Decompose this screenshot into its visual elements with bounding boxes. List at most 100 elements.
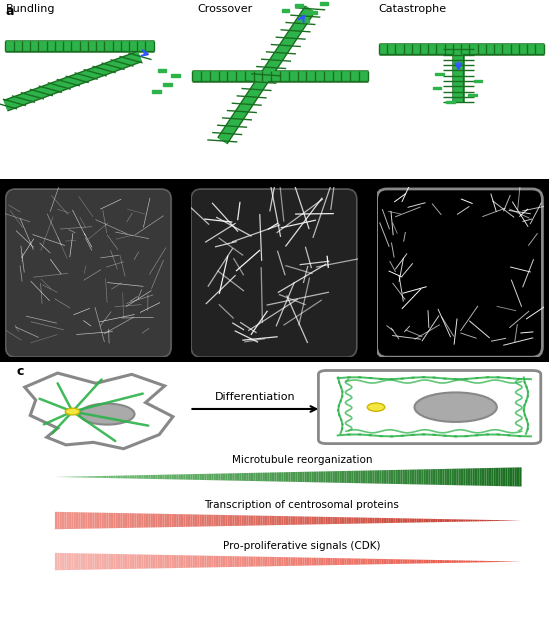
Polygon shape — [141, 554, 144, 569]
Polygon shape — [270, 473, 272, 481]
Polygon shape — [361, 470, 363, 483]
Polygon shape — [188, 514, 191, 527]
Polygon shape — [405, 470, 407, 484]
Polygon shape — [328, 472, 330, 483]
Polygon shape — [176, 514, 178, 527]
Text: Transcription of centrosomal proteins: Transcription of centrosomal proteins — [205, 500, 399, 510]
Polygon shape — [107, 476, 109, 478]
Polygon shape — [298, 472, 300, 482]
Polygon shape — [356, 559, 358, 565]
Polygon shape — [225, 473, 227, 481]
Polygon shape — [155, 475, 158, 479]
Polygon shape — [71, 553, 74, 570]
Polygon shape — [398, 559, 400, 564]
Polygon shape — [120, 475, 122, 478]
Polygon shape — [57, 512, 60, 529]
Polygon shape — [242, 473, 244, 481]
Polygon shape — [99, 476, 102, 478]
Polygon shape — [239, 473, 242, 481]
Polygon shape — [225, 515, 227, 526]
Polygon shape — [195, 514, 197, 527]
Polygon shape — [258, 515, 260, 525]
Polygon shape — [302, 472, 305, 482]
Polygon shape — [97, 512, 99, 528]
Polygon shape — [354, 471, 356, 483]
Polygon shape — [116, 476, 118, 478]
Polygon shape — [494, 468, 496, 486]
Polygon shape — [395, 518, 398, 523]
Polygon shape — [316, 472, 318, 483]
Polygon shape — [433, 519, 435, 522]
Polygon shape — [144, 475, 146, 479]
Polygon shape — [244, 515, 247, 526]
Polygon shape — [486, 468, 489, 486]
Polygon shape — [400, 519, 402, 523]
Polygon shape — [330, 517, 333, 524]
Polygon shape — [447, 560, 449, 563]
Polygon shape — [137, 475, 139, 479]
Polygon shape — [174, 514, 176, 527]
Polygon shape — [286, 557, 288, 566]
Polygon shape — [445, 560, 447, 563]
Polygon shape — [153, 475, 155, 479]
Polygon shape — [435, 469, 438, 485]
Polygon shape — [293, 472, 295, 482]
Polygon shape — [284, 516, 286, 525]
Polygon shape — [160, 555, 163, 569]
Polygon shape — [97, 554, 99, 570]
Polygon shape — [402, 519, 405, 523]
Polygon shape — [379, 470, 382, 484]
Polygon shape — [449, 469, 452, 485]
Polygon shape — [489, 468, 491, 486]
FancyBboxPatch shape — [5, 189, 171, 357]
Text: c: c — [16, 365, 24, 378]
Polygon shape — [230, 556, 232, 567]
Polygon shape — [111, 554, 113, 569]
Polygon shape — [125, 475, 127, 478]
Polygon shape — [132, 514, 135, 528]
Polygon shape — [477, 561, 480, 562]
Polygon shape — [277, 557, 279, 566]
Polygon shape — [265, 516, 267, 525]
Polygon shape — [300, 472, 302, 482]
Text: Bundling: Bundling — [5, 4, 55, 14]
Polygon shape — [426, 560, 428, 564]
Polygon shape — [400, 559, 402, 564]
Polygon shape — [468, 561, 470, 562]
Polygon shape — [449, 561, 452, 563]
Polygon shape — [290, 516, 293, 525]
Polygon shape — [288, 516, 290, 525]
Polygon shape — [349, 471, 351, 483]
Polygon shape — [66, 512, 69, 529]
Text: b: b — [5, 181, 14, 194]
Polygon shape — [109, 476, 111, 478]
Polygon shape — [69, 512, 71, 529]
Polygon shape — [349, 517, 351, 524]
Polygon shape — [270, 557, 272, 566]
Polygon shape — [76, 553, 79, 570]
Polygon shape — [216, 515, 219, 527]
Polygon shape — [480, 561, 482, 562]
Polygon shape — [193, 556, 195, 568]
Polygon shape — [234, 556, 237, 567]
Polygon shape — [470, 468, 473, 486]
Polygon shape — [186, 556, 188, 568]
Polygon shape — [393, 559, 395, 564]
Polygon shape — [249, 556, 251, 567]
Polygon shape — [125, 554, 127, 569]
Polygon shape — [181, 514, 183, 527]
Polygon shape — [163, 555, 165, 569]
Polygon shape — [435, 519, 438, 522]
Polygon shape — [484, 561, 486, 562]
Polygon shape — [146, 514, 148, 528]
Polygon shape — [312, 472, 314, 482]
Polygon shape — [127, 475, 130, 478]
Polygon shape — [169, 514, 172, 527]
Polygon shape — [204, 515, 206, 527]
Polygon shape — [442, 469, 445, 485]
Polygon shape — [442, 560, 445, 563]
Polygon shape — [88, 512, 90, 528]
Bar — [282, 9, 289, 12]
Polygon shape — [260, 515, 262, 525]
Polygon shape — [342, 517, 344, 524]
